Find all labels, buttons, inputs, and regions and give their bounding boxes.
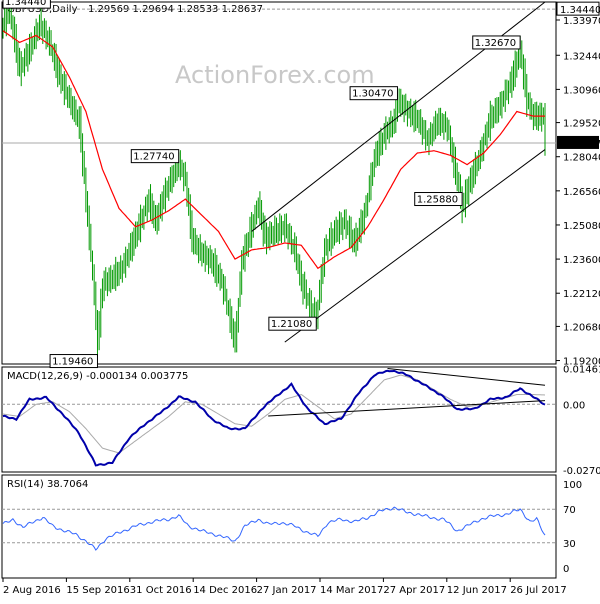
price-tick-label: 1.33970 (563, 16, 600, 27)
macd-panel-frame (1, 366, 557, 473)
ohlc-readout: 1.29569 1.29694 1.28533 1.28637 (88, 4, 263, 15)
price-tick-label: 1.30960 (563, 85, 600, 96)
value-annotation-label: 1.19460 (52, 357, 93, 368)
value-annotation-box (2, 0, 51, 9)
resistance-level-label-box (556, 1, 600, 16)
value-annotation-label: 1.25880 (417, 195, 458, 206)
macd-upper-trendline (387, 367, 546, 386)
rsi-tick-label: 0 (563, 564, 569, 575)
date-tick-label: 31 Oct 2016 (130, 585, 192, 596)
price-tick-label: 1.28040 (563, 153, 600, 164)
date-tick-label: 12 Jun 2017 (447, 585, 507, 596)
rsi-tick-label: 100 (563, 480, 582, 491)
price-tick-label: 1.32440 (563, 51, 600, 62)
price-tick-label: 1.19200 (563, 357, 600, 368)
date-tick-label: 14 Mar 2017 (320, 585, 383, 596)
annotation-layer: 1.34440 1.19460 1.27740 1.21080 1.30470 1.258… (2, 0, 521, 369)
price-tick-label: 1.25080 (563, 221, 600, 232)
value-annotation-label: 1.27740 (133, 152, 174, 163)
macd-signal-line (2, 374, 546, 454)
price-panel-frame (1, 1, 557, 365)
price-tick-label: 1.23600 (563, 255, 600, 266)
resistance-level-label: 1.34440 (560, 5, 600, 16)
rsi-title: RSI(14) 38.7064 (7, 479, 88, 490)
value-annotation-box (349, 86, 398, 101)
date-tick-label: 14 Dec 2016 (193, 585, 257, 596)
price-tick-label: 1.20680 (563, 322, 600, 333)
value-annotation-label: 1.21080 (271, 319, 312, 330)
date-tick-label: 26 Jul 2017 (510, 585, 567, 596)
value-annotation-label: 1.34440 (5, 0, 46, 8)
value-annotation-box (49, 354, 98, 369)
value-annotation-box (268, 316, 317, 331)
value-annotation-box (414, 192, 463, 207)
price-bars (2, 0, 546, 357)
macd-lower-trendline (268, 400, 546, 417)
date-tick-label: 2 Aug 2016 (3, 585, 61, 596)
value-annotation-box (130, 149, 180, 164)
macd-title: MACD(12,26,9) -0.000134 0.003775 (7, 371, 188, 382)
macd-tick-label: -0.027031 (563, 466, 600, 477)
price-tick-label: 1.29520 (563, 119, 600, 130)
rsi-tick-label: 30 (563, 539, 576, 550)
date-tick-label: 27 Apr 2017 (383, 585, 445, 596)
value-annotation-box (472, 35, 521, 50)
macd-tick-label: 0.014614 (563, 365, 600, 376)
channel-lower-line (284, 149, 546, 343)
price-tick-label: 1.22120 (563, 289, 600, 300)
macd-tick-label: 0.00 (563, 400, 585, 411)
current-price-label-box (557, 135, 599, 149)
macd-main-line (2, 369, 546, 467)
rsi-line (2, 506, 546, 551)
value-annotation-label: 1.30470 (352, 89, 393, 100)
current-price-label: 1.28637 (560, 139, 600, 150)
rsi-panel-frame (1, 474, 557, 579)
sma-line (2, 30, 545, 270)
price-tick-label: 1.26560 (563, 187, 600, 198)
value-annotation-label: 1.32670 (475, 38, 516, 49)
date-tick-label: 27 Jan 2017 (257, 585, 317, 596)
watermark: ActionForex.com (175, 61, 375, 89)
date-tick-label: 15 Sep 2016 (66, 585, 129, 596)
rsi-tick-label: 70 (563, 505, 576, 516)
